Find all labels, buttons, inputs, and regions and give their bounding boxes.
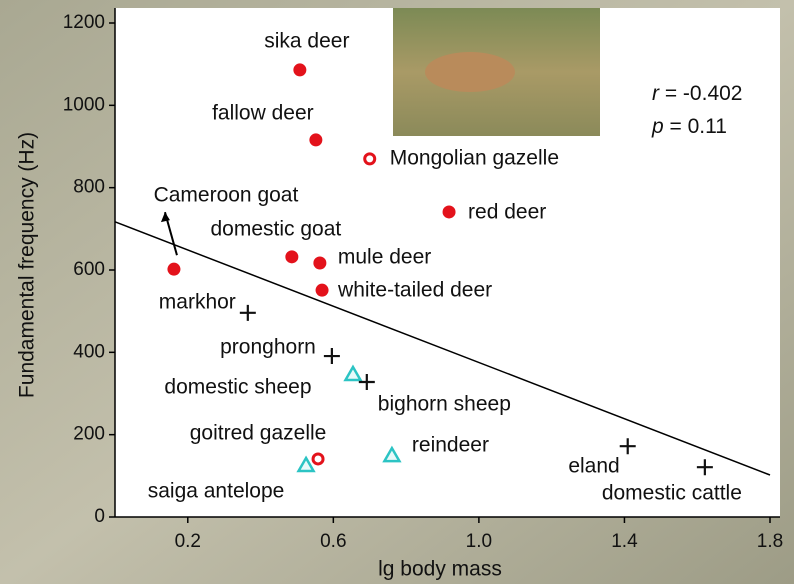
stat-value: = 0.11 <box>664 115 727 138</box>
point-label: saiga antelope <box>148 480 285 503</box>
point <box>365 154 375 164</box>
point-label: domestic goat <box>210 217 341 240</box>
y-tick-label: 200 <box>73 424 105 445</box>
point <box>313 454 323 464</box>
photo-animal <box>425 52 515 92</box>
point-label: Cameroon goat <box>154 184 299 207</box>
x-tick-label: 0.6 <box>320 531 346 552</box>
point-label: sika deer <box>264 29 349 52</box>
chart: lg body mass Fundamental frequency (Hz) … <box>0 0 794 584</box>
point <box>443 205 456 218</box>
point <box>309 133 322 146</box>
point-label: goitred gazelle <box>190 422 327 445</box>
y-tick-label: 800 <box>73 177 105 198</box>
point-label: domestic sheep <box>164 376 311 399</box>
point-label: reindeer <box>412 434 489 457</box>
point-label: red deer <box>468 201 546 224</box>
point-label: Mongolian gazelle <box>390 146 559 169</box>
point <box>285 250 298 263</box>
x-axis-label: lg body mass <box>378 558 502 581</box>
stat-text: p = 0.11 <box>651 115 727 138</box>
point-label: fallow deer <box>212 101 314 124</box>
point <box>313 257 326 270</box>
point-label: eland <box>568 455 619 478</box>
point-label: bighorn sheep <box>378 393 511 416</box>
x-tick-label: 1.0 <box>466 531 492 552</box>
y-tick-label: 1200 <box>63 12 105 33</box>
stat-text: r = -0.402 <box>652 82 742 105</box>
point-label: mule deer <box>338 246 431 269</box>
point-label: domestic cattle <box>602 482 742 505</box>
y-axis-label: Fundamental frequency (Hz) <box>16 132 39 398</box>
y-tick-label: 1000 <box>63 94 105 115</box>
x-tick-label: 1.8 <box>757 531 783 552</box>
point-label: pronghorn <box>220 336 316 359</box>
y-tick-label: 600 <box>73 259 105 280</box>
point <box>316 284 329 297</box>
point-label: markhor <box>159 290 236 313</box>
stat-symbol: p <box>651 115 664 138</box>
x-tick-label: 0.2 <box>175 531 201 552</box>
point <box>167 263 180 276</box>
x-tick-label: 1.4 <box>611 531 638 552</box>
point <box>293 63 306 76</box>
point-label: white-tailed deer <box>337 279 492 302</box>
stat-value: = -0.402 <box>659 82 742 105</box>
y-tick-label: 400 <box>73 341 105 362</box>
y-tick-label: 0 <box>94 506 105 527</box>
